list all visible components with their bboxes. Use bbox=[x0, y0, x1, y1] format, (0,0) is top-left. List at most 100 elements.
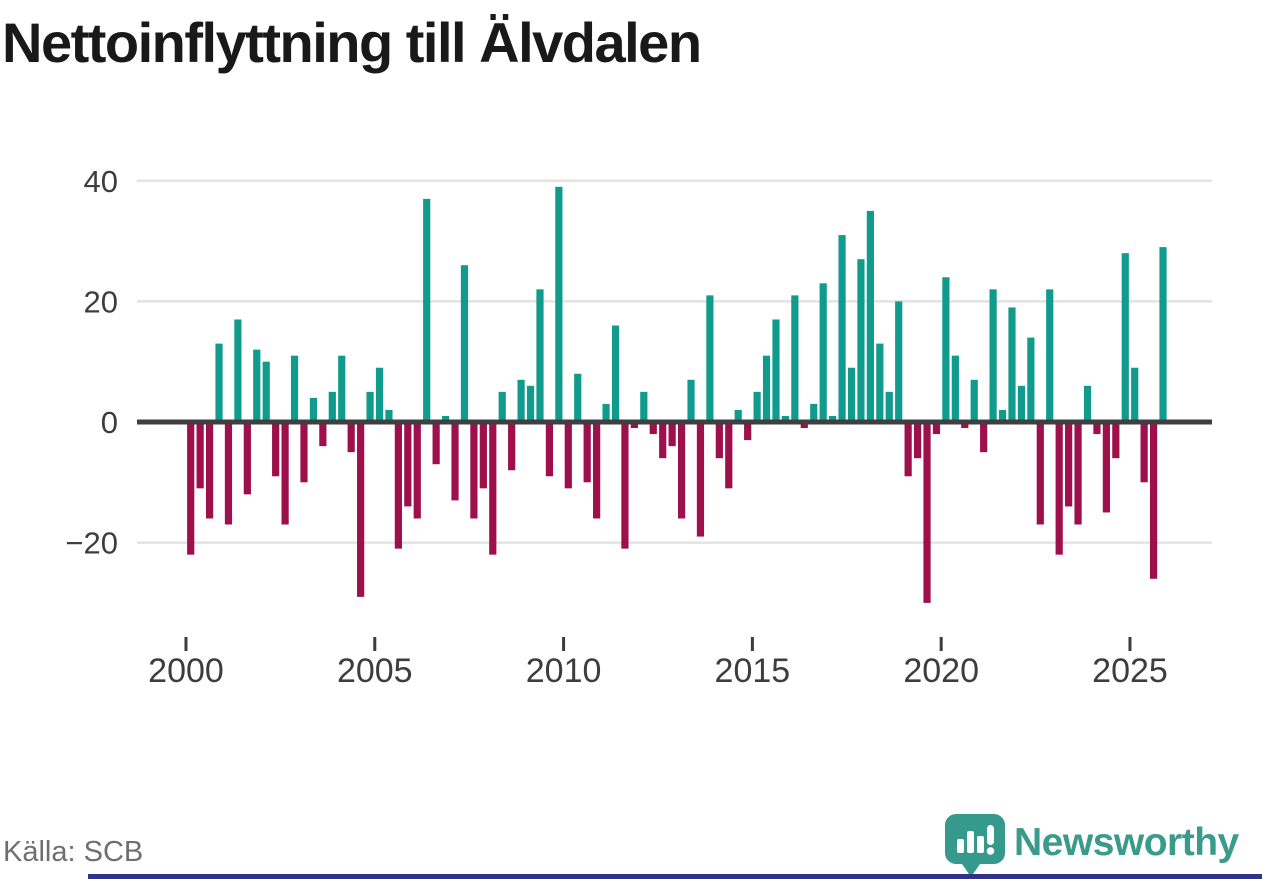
bar bbox=[205, 422, 214, 519]
bar bbox=[309, 397, 318, 422]
bar bbox=[989, 289, 997, 422]
bar bbox=[404, 422, 412, 507]
bar bbox=[1149, 422, 1158, 579]
bar bbox=[545, 422, 554, 477]
bar bbox=[696, 422, 705, 537]
bar bbox=[640, 391, 648, 422]
footer-accent-line bbox=[88, 874, 1262, 879]
bar bbox=[998, 409, 1007, 422]
bar bbox=[715, 422, 723, 459]
bar bbox=[432, 422, 440, 465]
bar bbox=[451, 422, 459, 501]
bar bbox=[1121, 253, 1129, 422]
y-tick-label: 20 bbox=[84, 284, 118, 319]
bar bbox=[1008, 307, 1016, 422]
x-tick-label: 2025 bbox=[1092, 652, 1168, 690]
bar bbox=[734, 409, 742, 422]
bar bbox=[649, 422, 657, 435]
bar bbox=[234, 319, 242, 422]
bar bbox=[460, 265, 469, 422]
bar bbox=[838, 235, 846, 422]
bar bbox=[366, 391, 374, 422]
bar bbox=[791, 295, 799, 422]
bar bbox=[489, 422, 497, 555]
bar bbox=[347, 422, 355, 453]
x-tick-label: 2015 bbox=[715, 652, 791, 690]
bar bbox=[574, 373, 582, 422]
bar bbox=[961, 422, 969, 429]
bar bbox=[876, 343, 884, 422]
bar bbox=[300, 422, 308, 483]
bar bbox=[913, 422, 922, 459]
bar bbox=[526, 385, 535, 422]
y-tick-label: −20 bbox=[65, 526, 118, 561]
x-tick-label: 2020 bbox=[903, 652, 979, 690]
bar bbox=[536, 289, 544, 422]
bar bbox=[819, 283, 827, 422]
bar bbox=[1093, 422, 1101, 435]
bar bbox=[602, 403, 610, 422]
bar bbox=[253, 349, 261, 422]
bar bbox=[677, 422, 686, 519]
page-title: Nettoinflyttning till Älvdalen bbox=[2, 11, 702, 74]
bar bbox=[375, 367, 384, 422]
bar bbox=[932, 422, 941, 435]
bar bbox=[857, 259, 865, 422]
bar bbox=[904, 422, 912, 477]
bar bbox=[224, 422, 233, 525]
x-tick-label: 2005 bbox=[337, 652, 413, 690]
bar bbox=[706, 295, 714, 422]
newsworthy-brand: Newsworthy bbox=[944, 813, 1239, 879]
bar bbox=[583, 422, 591, 483]
bar bbox=[290, 355, 299, 422]
bar bbox=[659, 422, 667, 459]
x-tick-label: 2000 bbox=[148, 652, 224, 690]
bar bbox=[942, 277, 950, 422]
bar bbox=[319, 422, 327, 447]
bar bbox=[885, 391, 893, 422]
x-tick-label: 2010 bbox=[526, 652, 602, 690]
bar bbox=[517, 379, 525, 422]
bar bbox=[413, 422, 421, 519]
bar bbox=[1102, 422, 1110, 513]
bar bbox=[564, 422, 572, 489]
bar bbox=[781, 415, 790, 422]
bar bbox=[866, 210, 874, 422]
bar bbox=[328, 391, 336, 422]
bar bbox=[281, 422, 289, 525]
bar bbox=[1112, 422, 1120, 459]
bar bbox=[243, 422, 251, 495]
bar bbox=[196, 422, 204, 489]
y-tick-label: 0 bbox=[101, 405, 118, 440]
newsworthy-logo-icon bbox=[945, 814, 1005, 877]
bar bbox=[498, 391, 506, 422]
bar bbox=[810, 403, 818, 422]
bar bbox=[1074, 422, 1082, 525]
bar bbox=[951, 355, 959, 422]
bar bbox=[980, 422, 988, 453]
bar bbox=[744, 422, 752, 441]
bar bbox=[762, 355, 771, 422]
bar bbox=[1046, 289, 1054, 422]
bar bbox=[441, 415, 450, 422]
bar bbox=[1027, 337, 1035, 422]
bar bbox=[1065, 422, 1073, 507]
bar bbox=[187, 422, 195, 555]
bar bbox=[470, 422, 478, 519]
bar bbox=[668, 422, 676, 447]
bar bbox=[272, 422, 280, 477]
bar bbox=[772, 319, 780, 422]
bar bbox=[829, 415, 837, 422]
bar bbox=[1083, 385, 1092, 422]
bar bbox=[555, 186, 563, 422]
bar bbox=[385, 409, 393, 422]
bar bbox=[1036, 422, 1044, 525]
bar bbox=[630, 422, 638, 429]
bar bbox=[687, 379, 695, 422]
bar bbox=[394, 422, 402, 549]
bar bbox=[423, 198, 431, 422]
bar bbox=[800, 422, 808, 429]
bar bbox=[1055, 422, 1063, 555]
